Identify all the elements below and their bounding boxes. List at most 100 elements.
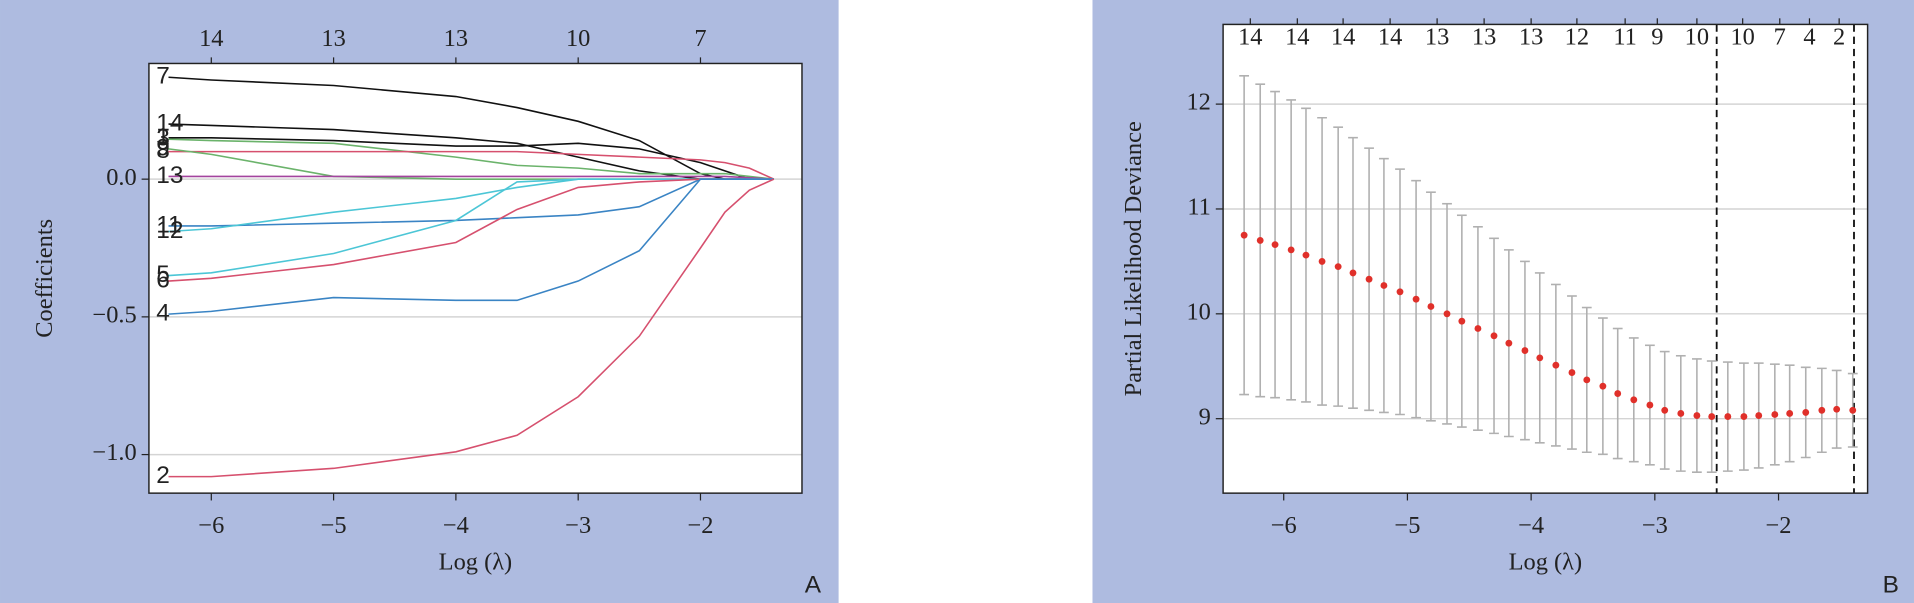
series-label: 3 [156,125,170,152]
top-tick-label: 10 [566,25,590,52]
mean-point [1599,382,1607,390]
mean-point [1818,406,1826,414]
top-tick-label: 7 [694,25,706,52]
series-label: 2 [156,462,170,489]
y-tick-label: −0.5 [92,301,136,328]
series-label: 7 [156,63,170,90]
y-tick-label: 9 [1199,403,1211,430]
x-tick-label: −5 [1394,512,1420,539]
plot-area [148,63,802,494]
top-tick-label: 14 [1378,24,1402,51]
top-tick-label: 14 [1285,24,1309,51]
mean-point [1458,317,1466,325]
series-label: 11 [156,211,181,238]
mean-point [1771,411,1779,418]
series-label: 13 [156,162,183,189]
top-tick-label: 13 [1425,24,1449,51]
series-label: 8 [156,137,170,164]
mean-point [1396,288,1404,296]
mean-point [1536,354,1544,362]
mean-point [1490,332,1498,340]
x-tick-label: −4 [443,512,469,539]
mean-point [1802,408,1810,416]
top-tick-label: 7 [1774,24,1786,51]
mean-point [1786,410,1794,417]
top-tick-label: 10 [1685,24,1709,51]
top-tick-label: 14 [1238,24,1262,51]
mean-point [1474,325,1482,332]
x-tick-label: −3 [1642,512,1668,539]
series-label: 6 [156,267,170,294]
y-tick-label: −1.0 [92,439,136,466]
x-tick-label: −4 [1518,512,1544,539]
x-tick-label: −6 [1271,512,1297,539]
top-tick-label: 12 [1565,24,1589,51]
top-tick-label: 13 [1519,24,1543,51]
mean-point [1349,269,1357,277]
top-tick-label: 14 [199,25,223,52]
coefficient-path [168,138,774,180]
y-tick-label: 12 [1186,89,1210,116]
y-tick-label: 10 [1186,298,1210,325]
mean-point [1256,237,1264,244]
x-axis-label: Log (λ) [1509,549,1583,576]
y-tick-label: 0.0 [106,164,137,191]
mean-point [1287,246,1295,254]
mean-point [1755,412,1763,419]
top-tick-label: 13 [321,25,345,52]
panel-label: B [1883,571,1899,598]
mean-point [1552,361,1560,369]
series-label: 14 [156,110,183,137]
mean-point [1380,282,1388,289]
mean-point [1740,413,1748,421]
x-axis-label: Log (λ) [439,549,513,576]
mean-point [1724,413,1732,421]
top-tick-label: 2 [1833,24,1845,51]
plot-frame [1222,23,1869,494]
mean-point [1568,369,1576,376]
coefficient-path [168,175,774,180]
mean-point [1630,396,1638,404]
mean-point [1693,412,1701,419]
mean-point [1334,263,1342,271]
y-axis-label: Coefficients [31,219,58,338]
x-tick-label: −3 [565,512,591,539]
top-tick-label: 11 [1613,24,1637,51]
mean-point [1677,410,1685,417]
mean-point [1521,347,1529,354]
mean-point [1583,376,1591,384]
y-tick-label: 11 [1187,194,1211,221]
mean-point [1271,241,1279,249]
series-label: 12 [156,217,183,244]
coefficient-path [168,178,775,478]
top-tick-label: 13 [444,25,468,52]
x-tick-label: −2 [1766,512,1792,539]
mean-point [1318,257,1326,265]
mean-point [1661,406,1669,414]
mean-point [1646,401,1654,409]
mean-point [1240,231,1248,239]
mean-point [1614,390,1622,397]
top-tick-label: 9 [1651,24,1663,51]
x-tick-label: −6 [198,512,224,539]
mean-point [1427,303,1435,310]
top-tick-label: 4 [1803,24,1815,51]
series-label: 5 [156,261,170,288]
top-tick-label: 13 [1472,24,1496,51]
mean-point [1412,295,1420,303]
mean-point [1849,406,1857,414]
plot-frame [148,62,803,494]
top-tick-label: 10 [1730,24,1754,51]
series-label: 4 [156,300,170,327]
y-axis-label: Partial Likelihood Deviance [1120,121,1147,396]
mean-point [1302,251,1310,259]
x-tick-label: −5 [321,512,347,539]
coefficient-path [168,178,774,315]
plot-marks [1239,24,1858,494]
plot-area [1223,24,1868,494]
mean-point [1708,413,1716,421]
coefficient-path [168,137,774,180]
top-tick-label: 14 [1331,24,1355,51]
x-tick-label: −2 [687,512,713,539]
mean-point [1365,275,1373,283]
